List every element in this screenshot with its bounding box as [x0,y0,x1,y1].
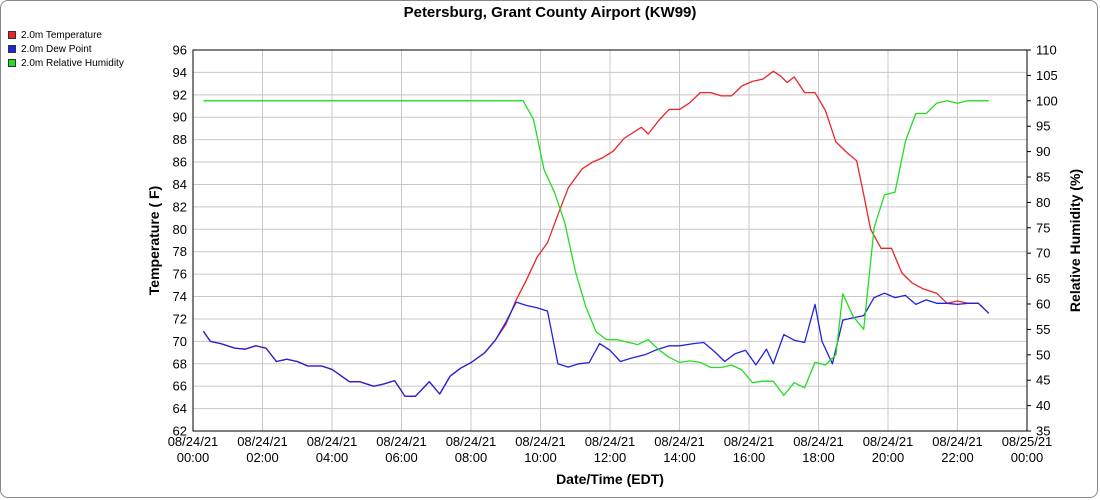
y2-tick-label: 95 [1036,119,1050,134]
y2-tick-label: 35 [1036,424,1050,439]
x-tick-date: 08/24/21 [515,434,566,449]
x-tick-date: 08/24/21 [932,434,983,449]
x-tick-time: 18:00 [802,450,835,465]
y2-tick-label: 110 [1036,43,1057,58]
y-tick-label: 84 [173,177,187,192]
y-tick-label: 88 [173,132,187,147]
legend-label: 2.0m Relative Humidity [21,57,124,69]
y2-tick-label: 90 [1036,144,1050,159]
y2-tick-label: 75 [1036,220,1050,235]
x-tick-date: 08/24/21 [793,434,844,449]
x-tick-date: 08/24/21 [307,434,358,449]
x-tick-date: 08/24/21 [446,434,497,449]
chart-title: Petersburg, Grant County Airport (KW99) [403,4,697,21]
y2-tick-label: 65 [1036,271,1050,286]
x-tick-time: 02:00 [246,450,279,465]
x-tick-time: 16:00 [733,450,766,465]
x-tick-date: 08/25/21 [1002,434,1053,449]
y-tick-label: 62 [173,424,187,439]
x-tick-time: 04:00 [316,450,349,465]
x-tick-time: 00:00 [1011,450,1044,465]
y-tick-label: 82 [173,199,187,214]
legend-label: 2.0m Temperature [21,29,102,41]
y-tick-label: 64 [173,401,187,416]
series-line-2 [203,100,989,397]
y2-tick-label: 85 [1036,170,1050,185]
y-tick-label: 78 [173,244,187,259]
y2-tick-label: 105 [1036,68,1058,83]
legend-item: 2.0m Temperature [8,28,124,42]
legend-item: 2.0m Dew Point [8,42,124,56]
y-tick-label: 94 [173,65,187,80]
x-tick-time: 10:00 [524,450,557,465]
y-tick-label: 74 [173,289,187,304]
y2-axis-title: Relative Humidity (%) [1067,169,1083,312]
x-tick-date: 08/24/21 [585,434,636,449]
series-line-1 [202,292,990,397]
x-tick-time: 00:00 [177,450,210,465]
y2-tick-label: 55 [1036,322,1050,337]
series-line-0 [202,70,990,397]
x-tick-date: 08/24/21 [237,434,288,449]
grid-lines [192,49,1028,432]
y2-tick-label: 40 [1036,398,1050,413]
y-tick-label: 92 [173,87,187,102]
chart-legend: 2.0m Temperature 2.0m Dew Point 2.0m Relat… [8,28,124,70]
x-tick-time: 20:00 [872,450,905,465]
x-tick-time: 12:00 [594,450,627,465]
x-tick-date: 08/24/21 [724,434,775,449]
y2-tick-label: 70 [1036,246,1050,261]
y2-tick-label: 100 [1036,93,1058,108]
series-lines [202,70,990,397]
y2-tick-label: 50 [1036,347,1050,362]
legend-item: 2.0m Relative Humidity [8,56,124,70]
y-tick-label: 86 [173,155,187,170]
y-tick-label: 76 [173,267,187,282]
y2-tick-label: 60 [1036,297,1050,312]
x-tick-time: 22:00 [941,450,974,465]
x-tick-date: 08/24/21 [168,434,219,449]
axis-ticks: 62 64 66 68 70 72 74 76 78 80 82 84 86 88 90 92 94 96 35 40… [168,43,1058,466]
legend-swatch [8,59,16,67]
y-tick-label: 68 [173,356,187,371]
x-axis-title: Date/Time (EDT) [556,471,664,487]
plot-area-border [192,49,1028,432]
y-tick-label: 70 [173,334,187,349]
x-tick-time: 06:00 [385,450,418,465]
x-tick-date: 08/24/21 [654,434,705,449]
x-tick-time: 14:00 [663,450,696,465]
y-tick-label: 96 [173,43,187,58]
legend-swatch [8,31,16,39]
x-tick-date: 08/24/21 [376,434,427,449]
y2-tick-label: 45 [1036,373,1050,388]
legend-swatch [8,45,16,53]
y-tick-label: 80 [173,222,187,237]
legend-label: 2.0m Dew Point [21,43,92,55]
x-tick-time: 08:00 [455,450,488,465]
x-tick-date: 08/24/21 [863,434,914,449]
y-axis-title: Temperature ( F) [146,186,162,295]
y-tick-label: 66 [173,379,187,394]
y-tick-label: 90 [173,110,187,125]
y2-tick-label: 80 [1036,195,1050,210]
y-tick-label: 72 [173,311,187,326]
